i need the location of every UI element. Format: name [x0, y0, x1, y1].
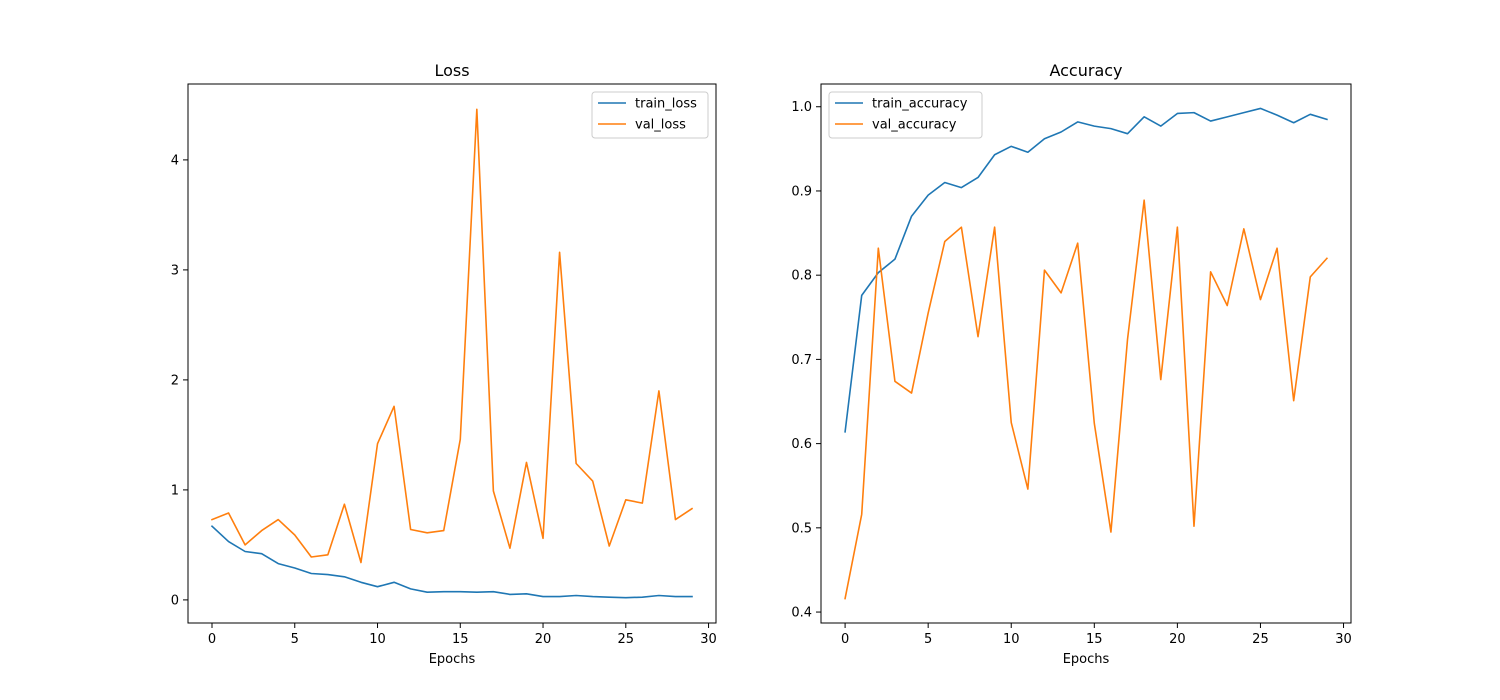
legend-label-train_accuracy: train_accuracy: [872, 97, 968, 112]
x-tick-label: 30: [1335, 632, 1352, 647]
y-tick-label: 0.8: [791, 269, 812, 284]
x-tick-label: 5: [291, 632, 299, 647]
y-tick-label: 1: [171, 483, 179, 498]
y-tick-label: 3: [171, 263, 179, 278]
y-tick-label: 1.0: [791, 100, 812, 115]
y-tick-label: 0.7: [791, 353, 812, 368]
x-axis-label: Epochs: [429, 652, 476, 667]
legend: train_loss val_loss: [591, 91, 709, 139]
plot-frame: [820, 83, 1352, 624]
x-tick-label: 0: [208, 632, 216, 647]
x-tick-label: 10: [1003, 632, 1020, 647]
legend-label-val_loss: val_loss: [635, 118, 686, 133]
y-tick-label: 0.5: [791, 521, 812, 536]
chart-1: Loss 0 5 10 15 20 25 30 0 1 2 3 4 Epochs train_lossval…: [171, 61, 717, 667]
chart-title: Accuracy: [1049, 61, 1122, 80]
y-tick-label: 0.9: [791, 184, 812, 199]
y-tick-label: 4: [171, 153, 179, 168]
series-line-val_accuracy: [844, 199, 1329, 600]
legend-label-val_accuracy: val_accuracy: [872, 118, 957, 133]
series-line-train_accuracy: [844, 107, 1328, 433]
x-tick-label: 0: [841, 632, 849, 647]
x-tick-label: 5: [924, 632, 932, 647]
legend: train_accuracy val_accuracy: [828, 91, 983, 139]
x-tick-label: 25: [1252, 632, 1269, 647]
series-line-train_loss: [210, 525, 693, 599]
x-axis-label: Epochs: [1063, 652, 1110, 667]
plot-frame: [187, 83, 717, 624]
legend-label-train_loss: train_loss: [635, 97, 697, 112]
x-tick-label: 25: [618, 632, 635, 647]
x-tick-label: 30: [700, 632, 717, 647]
y-tick-label: 0: [171, 593, 179, 608]
x-tick-label: 15: [452, 632, 469, 647]
y-tick-label: 0.6: [791, 437, 812, 452]
x-tick-label: 10: [369, 632, 386, 647]
chart-2: Accuracy 0 5 10 15 20 25 30 0.4 0.5 0.6 0.7 0.8 0.9 1.…: [791, 61, 1351, 667]
y-tick-label: 2: [171, 373, 179, 388]
series-line-val_loss: [210, 108, 694, 564]
x-tick-label: 15: [1086, 632, 1103, 647]
legend-box: [828, 91, 983, 139]
x-tick-label: 20: [1169, 632, 1186, 647]
chart-title: Loss: [434, 61, 469, 80]
x-tick-label: 20: [535, 632, 552, 647]
y-tick-label: 0.4: [791, 606, 812, 621]
